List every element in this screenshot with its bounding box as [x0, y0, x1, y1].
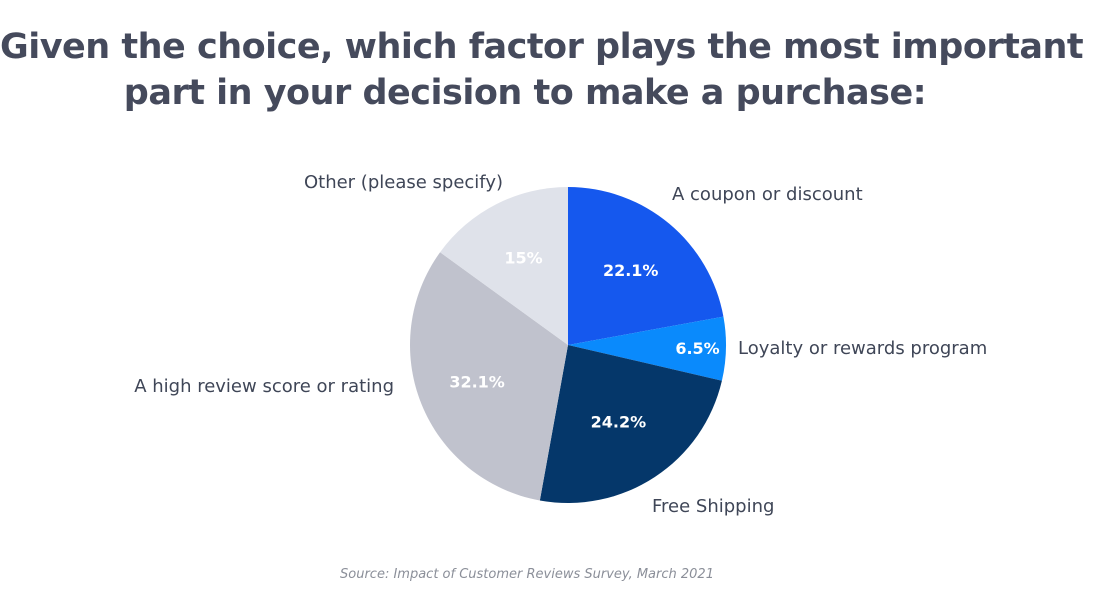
pie-category-labels: A coupon or discount Loyalty or rewards p… [134, 172, 987, 517]
pie-category-label-a-high-review-score-or-rating: A high review score or rating [134, 376, 394, 397]
pie-slice-loyalty-or-rewards-program [568, 316, 726, 381]
pie-slice-a-high-review-score-or-rating [410, 252, 568, 501]
pie-value-label-a-coupon-or-discount: 22.1% [603, 261, 659, 280]
pie-value-label-free-shipping: 24.2% [591, 413, 647, 432]
pie-category-label-a-coupon-or-discount: A coupon or discount [672, 184, 863, 205]
pie-category-label-loyalty-or-rewards-program: Loyalty or rewards program [738, 338, 987, 359]
pie-slices [410, 187, 726, 504]
chart-title: Given the choice, which factor plays the… [0, 24, 1084, 116]
pie-slice-a-coupon-or-discount [568, 187, 724, 345]
pie-category-label-other-please-specify: Other (please specify) [304, 172, 503, 193]
chart-title-line-1: Given the choice, which factor plays the… [0, 27, 1084, 67]
pie-slice-other-please-specify [440, 187, 568, 345]
pie-value-label-loyalty-or-rewards-program: 6.5% [675, 339, 719, 358]
chart-title-line-2: part in your decision to make a purchase… [123, 73, 927, 113]
source-note: Source: Impact of Customer Reviews Surve… [340, 567, 714, 582]
pie-value-labels: 22.1% 6.5% 24.2% 32.1% 15% [449, 249, 719, 432]
pie-value-label-a-high-review-score-or-rating: 32.1% [449, 373, 505, 392]
pie-slice-free-shipping [539, 345, 722, 504]
pie-category-label-free-shipping: Free Shipping [652, 496, 774, 517]
pie-value-label-other-please-specify: 15% [504, 249, 542, 268]
